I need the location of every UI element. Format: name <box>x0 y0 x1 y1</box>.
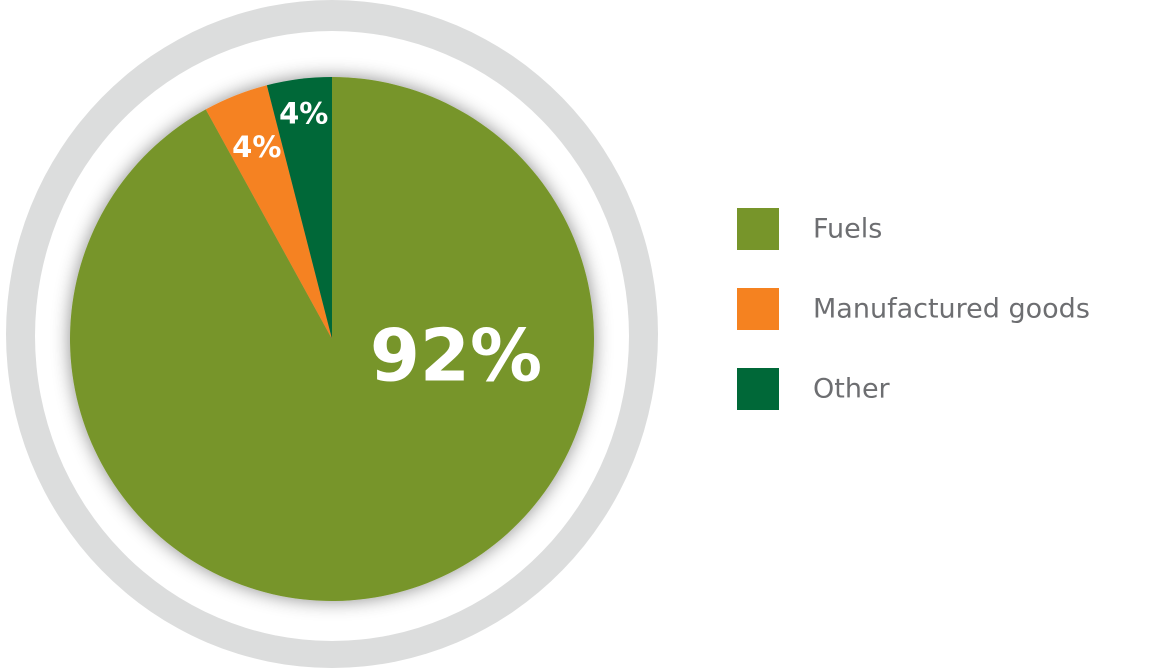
legend-swatch <box>737 208 779 250</box>
legend-label: Fuels <box>813 214 882 245</box>
pie-slice <box>69 77 594 601</box>
legend-label: Manufactured goods <box>813 294 1090 325</box>
value-label: 4% <box>232 130 281 164</box>
value-label: 92% <box>370 314 542 398</box>
legend-swatch <box>737 368 779 410</box>
pie-slice <box>205 85 332 340</box>
pie <box>69 77 594 601</box>
value-labels: 92% 4%4% <box>232 96 542 397</box>
value-label: 4% <box>279 96 328 130</box>
pie-slice <box>266 77 332 339</box>
legend: Fuels Manufactured goods Other <box>737 208 1090 410</box>
legend-label: Other <box>813 374 891 405</box>
legend-swatch <box>737 288 779 330</box>
